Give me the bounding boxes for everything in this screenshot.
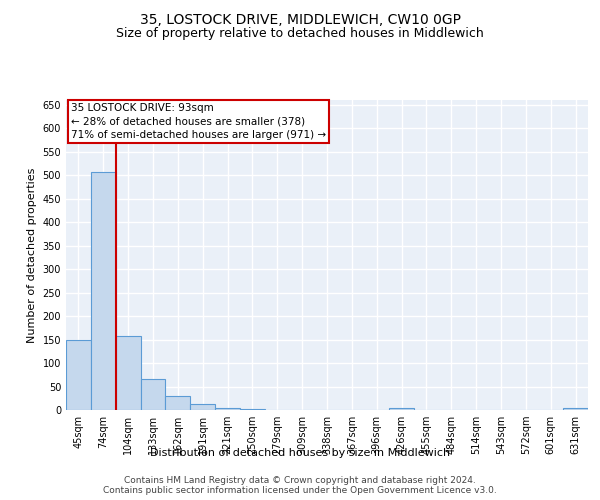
Bar [240, 409, 265, 410]
Text: 35, LOSTOCK DRIVE, MIDDLEWICH, CW10 0GP: 35, LOSTOCK DRIVE, MIDDLEWICH, CW10 0GP [139, 12, 461, 26]
Bar [140, 380, 166, 410]
Y-axis label: Number of detached properties: Number of detached properties [27, 168, 37, 342]
Bar [116, 336, 140, 410]
Text: Contains HM Land Registry data © Crown copyright and database right 2024.
Contai: Contains HM Land Registry data © Crown c… [103, 476, 497, 495]
Text: Size of property relative to detached houses in Middlewich: Size of property relative to detached ho… [116, 28, 484, 40]
Bar [190, 404, 215, 410]
Bar [215, 408, 240, 410]
Bar [389, 408, 414, 410]
Text: Distribution of detached houses by size in Middlewich: Distribution of detached houses by size … [150, 448, 450, 458]
Bar [66, 340, 91, 410]
Bar [91, 172, 116, 410]
Bar [166, 396, 190, 410]
Text: 35 LOSTOCK DRIVE: 93sqm
← 28% of detached houses are smaller (378)
71% of semi-d: 35 LOSTOCK DRIVE: 93sqm ← 28% of detache… [71, 103, 326, 140]
Bar [563, 408, 588, 410]
